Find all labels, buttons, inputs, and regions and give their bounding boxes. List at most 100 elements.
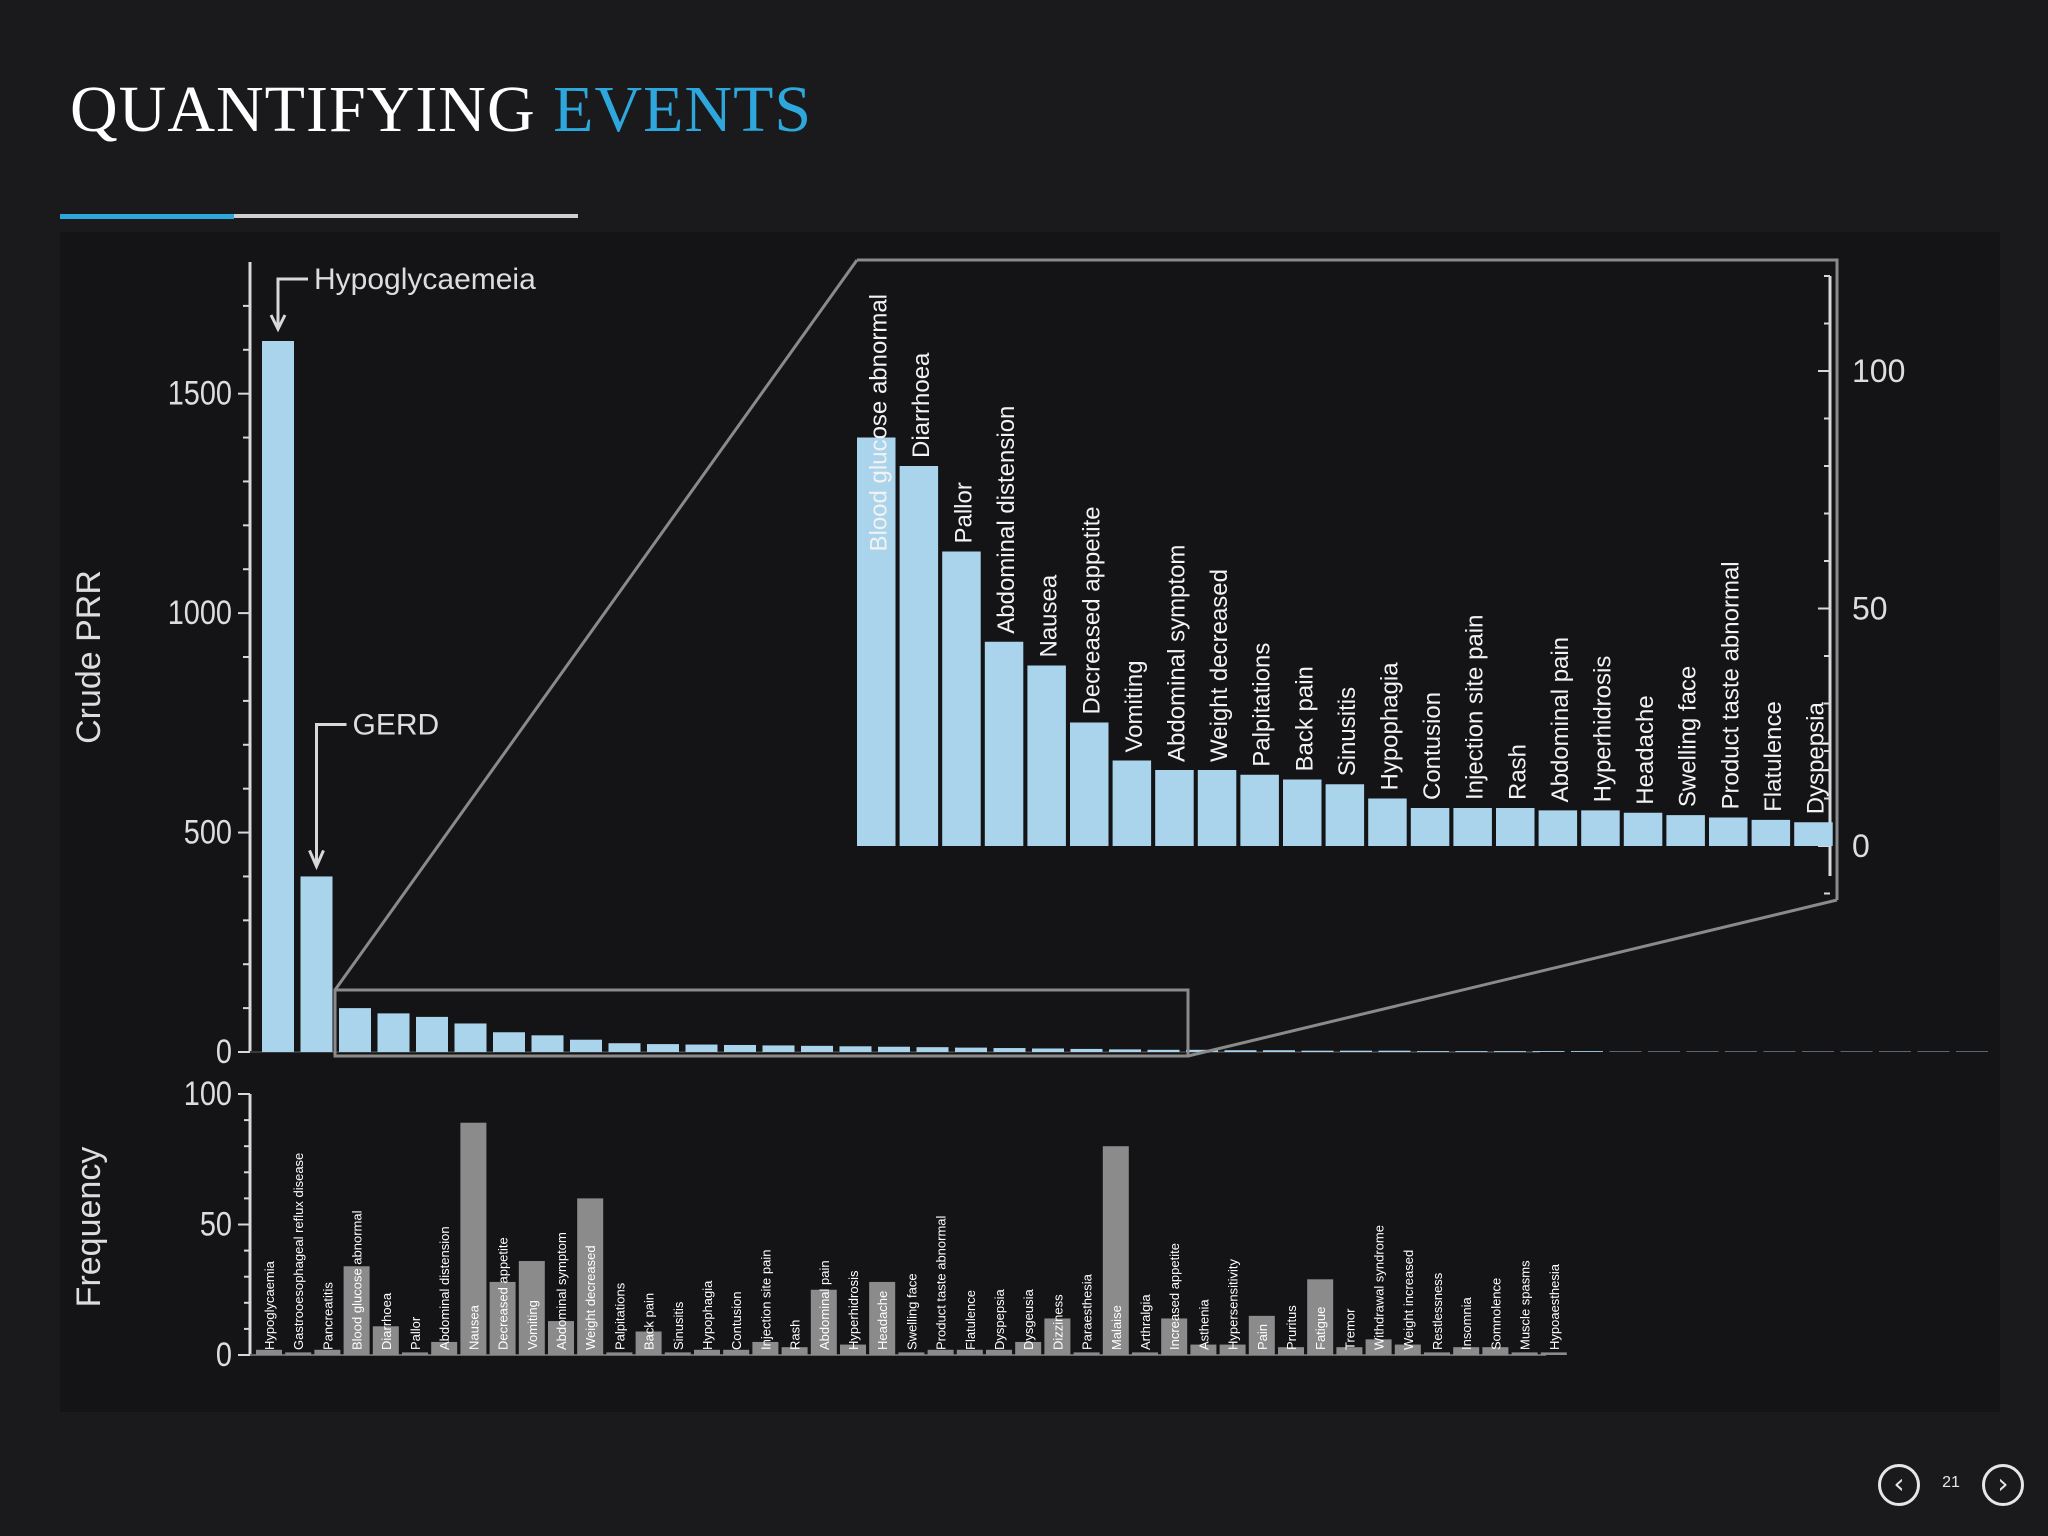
frequency-category-label: Hyperhidrosis [846, 1270, 861, 1350]
prr-bar [762, 1045, 795, 1052]
frequency-category-label: Headache [875, 1291, 890, 1350]
prr-bar [1340, 1050, 1372, 1052]
frequency-bar [1482, 1347, 1509, 1355]
frequency-bar [810, 1289, 837, 1355]
frequency-bar [898, 1352, 925, 1355]
prr-y-axis-label: Crude PRR [70, 570, 108, 744]
frequency-bar [1453, 1347, 1480, 1355]
frequency-category-label: Somnolence [1488, 1278, 1503, 1350]
frequency-category-label: Pancreatitis [320, 1282, 335, 1350]
prr-bar [339, 1008, 371, 1052]
inset-tick-label: 50 [1852, 591, 1888, 627]
frequency-bar [606, 1352, 633, 1355]
frequency-bar [548, 1321, 574, 1355]
inset-bar [1453, 808, 1492, 846]
frequency-bar [1015, 1341, 1042, 1355]
inset-bar [1197, 770, 1237, 846]
inset-bar [1368, 798, 1407, 846]
inset-category-label: Dyspepsia [1802, 702, 1829, 815]
inset-category-label: Palpitations [1249, 643, 1276, 767]
frequency-category-label: Restlessness [1430, 1272, 1445, 1350]
frequency-bar [694, 1349, 720, 1355]
frequency-bar [1132, 1352, 1158, 1355]
inset-bar [1666, 815, 1705, 846]
frequency-bar [1073, 1352, 1100, 1355]
frequency-bar [1044, 1318, 1071, 1355]
prr-bar [724, 1044, 756, 1052]
prr-tick-label: 500 [184, 812, 232, 851]
inset-bar [1496, 808, 1535, 846]
frequency-chart: 0 50 100 Frequency Hypoglycaemia Gastrooesoph… [70, 1074, 1567, 1374]
frequency-bar [664, 1352, 691, 1355]
frequency-category-label: Hypophagia [700, 1280, 715, 1350]
frequency-bar [1511, 1352, 1538, 1355]
inset-category-label: Headache [1632, 695, 1659, 804]
frequency-bar [1336, 1347, 1363, 1355]
inset-category-label: Abdominal pain [1547, 637, 1574, 802]
inset-category-label: Diarrhoea [908, 352, 935, 458]
prr-bar [1378, 1050, 1411, 1052]
frequency-y-axis-label: Frequency [70, 1147, 108, 1308]
next-slide-button[interactable]: › [1982, 1464, 2024, 1506]
frequency-bar [1540, 1352, 1567, 1355]
gerd-arrow [315, 722, 347, 865]
prr-bar [1455, 1051, 1488, 1052]
frequency-tick-label: 100 [184, 1074, 232, 1113]
prr-bar [1301, 1050, 1334, 1052]
inset-bar [984, 641, 1024, 846]
frequency-category-label: Vomiting [525, 1300, 540, 1350]
prr-bar [878, 1046, 910, 1052]
frequency-bar [1307, 1279, 1334, 1355]
zoom-connector [333, 259, 1838, 1058]
inset-category-label: Abdominal symptom [1163, 545, 1190, 762]
prr-bar [300, 876, 333, 1052]
zoom-box [333, 988, 1190, 1058]
frequency-bar [1190, 1344, 1217, 1355]
frequency-bar [460, 1122, 487, 1355]
slide-title: QUANTIFYING EVENTS [70, 72, 812, 148]
inset-bar [1325, 784, 1365, 846]
inset-category-label: Decreased appetite [1078, 506, 1105, 714]
frequency-category-label: Abdominal distension [437, 1226, 452, 1350]
title-underline [60, 214, 578, 219]
frequency-category-label: Pain [1255, 1324, 1270, 1350]
prr-bar [1032, 1048, 1064, 1052]
prr-bar [1147, 1049, 1180, 1052]
frequency-category-label: Muscle spasms [1518, 1260, 1533, 1350]
frequency-bar [518, 1261, 545, 1355]
prr-bar [1263, 1050, 1295, 1052]
prr-bar [1571, 1051, 1603, 1052]
inset-category-label: Sinusitis [1334, 687, 1361, 776]
frequency-bar [1394, 1344, 1421, 1355]
frequency-category-label: Palpitations [612, 1282, 627, 1350]
frequency-bar [840, 1344, 866, 1355]
frequency-category-label: Fatigue [1313, 1307, 1328, 1350]
inset-bar [857, 437, 896, 846]
frequency-category-label: Dyspepsia [992, 1289, 1007, 1350]
prr-bar [955, 1047, 987, 1052]
prr-bar [1186, 1049, 1218, 1052]
frequency-bar [489, 1281, 516, 1355]
frequency-bar [1219, 1344, 1246, 1355]
frequency-category-label: Pruritus [1284, 1305, 1299, 1350]
title-main: QUANTIFYING [70, 73, 536, 146]
inset-bar [1581, 810, 1620, 846]
prr-bar [1532, 1051, 1565, 1052]
inset-category-label: Weight decreased [1206, 569, 1233, 762]
frequency-bar [372, 1326, 399, 1355]
frequency-tick-label: 0 [216, 1335, 232, 1374]
frequency-category-label: Dizziness [1050, 1294, 1065, 1350]
frequency-category-label: Swelling face [904, 1273, 919, 1350]
inset-category-label: Vomiting [1121, 660, 1148, 752]
frequency-category-label: Injection site pain [758, 1250, 773, 1350]
inset-category-label: Rash [1504, 744, 1531, 800]
inset-bar [1751, 819, 1791, 846]
prr-tick-label: 1000 [168, 593, 232, 632]
prr-bars [262, 341, 1988, 1052]
frequency-bar [956, 1349, 983, 1355]
frequency-category-label: Insomnia [1459, 1296, 1474, 1350]
inset-bar [1155, 770, 1194, 846]
inset-bar [1794, 822, 1833, 846]
previous-slide-button[interactable]: ‹ [1878, 1464, 1920, 1506]
